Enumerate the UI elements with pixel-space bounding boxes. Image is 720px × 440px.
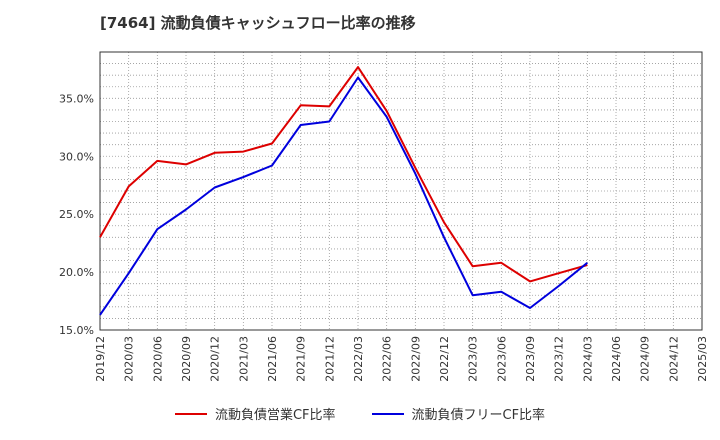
legend-item-free-cf: 流動負債フリーCF比率 — [371, 404, 546, 423]
x-tick-label: 2022/12 — [438, 336, 451, 382]
x-tick-label: 2021/03 — [237, 336, 250, 382]
y-tick-label: 35.0% — [59, 92, 94, 105]
legend: 流動負債営業CF比率 流動負債フリーCF比率 — [0, 404, 720, 423]
legend-swatch-operating-cf — [174, 412, 207, 415]
legend-label-free-cf: 流動負債フリーCF比率 — [411, 408, 546, 423]
x-tick-label: 2024/03 — [581, 336, 594, 382]
x-tick-label: 2022/03 — [352, 336, 365, 382]
x-tick-label: 2023/03 — [467, 336, 480, 382]
x-tick-label: 2020/12 — [209, 336, 222, 382]
x-tick-label: 2021/06 — [266, 336, 279, 382]
x-tick-label: 2020/09 — [180, 336, 193, 382]
x-axis-ticks: 2019/12 2020/03 2020/06 2020/09 2020/12 2021/… — [94, 336, 709, 382]
x-tick-label: 2023/12 — [553, 336, 566, 382]
y-tick-label: 20.0% — [59, 266, 94, 279]
series-lines — [99, 66, 588, 316]
y-tick-label: 30.0% — [59, 150, 94, 163]
x-tick-label: 2022/09 — [409, 336, 422, 382]
legend-item-operating-cf: 流動負債営業CF比率 — [174, 404, 336, 423]
chart-title: [7464] 流動負債キャッシュフロー比率の推移 — [100, 14, 416, 32]
x-tick-label: 2022/06 — [381, 336, 394, 382]
plot-frame — [99, 51, 703, 331]
x-tick-label: 2021/09 — [295, 336, 308, 382]
legend-label-operating-cf: 流動負債営業CF比率 — [214, 408, 336, 423]
x-tick-label: 2021/12 — [323, 336, 336, 382]
x-tick-label: 2024/12 — [667, 336, 680, 382]
x-tick-label: 2023/09 — [524, 336, 537, 382]
x-tick-label: 2025/03 — [696, 336, 709, 382]
x-tick-label: 2019/12 — [94, 336, 107, 382]
x-tick-label: 2023/06 — [495, 336, 508, 382]
x-tick-label: 2020/06 — [151, 336, 164, 382]
x-tick-label: 2024/06 — [610, 336, 623, 382]
series-line-0 — [99, 66, 588, 283]
x-tick-label: 2020/03 — [123, 336, 136, 382]
y-axis-ticks: 15.0% 20.0% 25.0% 30.0% 35.0% — [59, 92, 94, 337]
grid — [100, 52, 702, 330]
y-tick-label: 25.0% — [59, 208, 94, 221]
series-line-1 — [99, 76, 588, 316]
x-tick-label: 2024/09 — [639, 336, 652, 382]
y-tick-label: 15.0% — [59, 324, 94, 337]
legend-swatch-free-cf — [371, 412, 404, 415]
